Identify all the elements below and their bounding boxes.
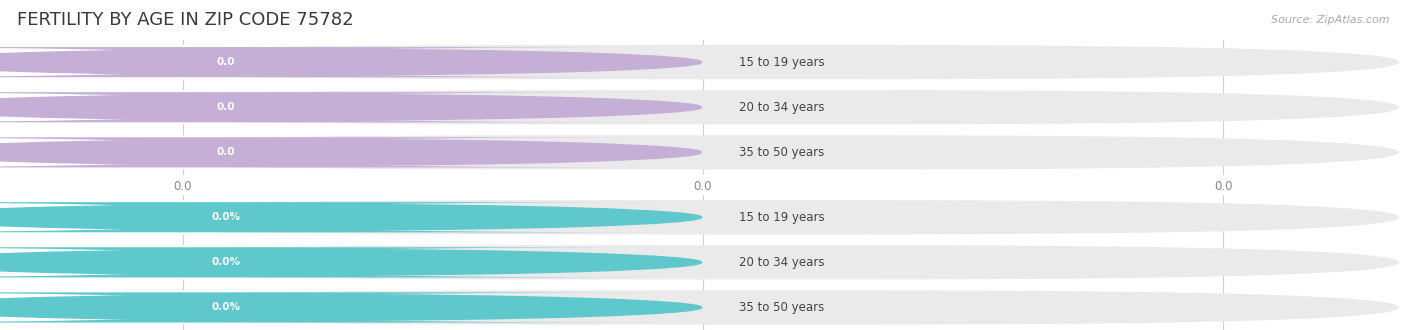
Text: 20 to 34 years: 20 to 34 years [740, 101, 824, 114]
FancyBboxPatch shape [7, 135, 1399, 170]
FancyBboxPatch shape [7, 45, 1399, 79]
FancyBboxPatch shape [0, 292, 657, 322]
FancyBboxPatch shape [0, 200, 541, 234]
Text: 20 to 34 years: 20 to 34 years [740, 256, 824, 269]
Text: 0.0: 0.0 [217, 102, 235, 112]
Circle shape [0, 49, 702, 75]
Text: 0.0: 0.0 [217, 57, 235, 67]
Circle shape [0, 204, 702, 230]
FancyBboxPatch shape [7, 245, 1399, 280]
Circle shape [0, 140, 702, 165]
FancyBboxPatch shape [7, 290, 1399, 325]
Text: 35 to 50 years: 35 to 50 years [740, 146, 824, 159]
FancyBboxPatch shape [0, 47, 657, 77]
FancyBboxPatch shape [7, 90, 1399, 124]
FancyBboxPatch shape [0, 90, 541, 124]
Text: 35 to 50 years: 35 to 50 years [740, 301, 824, 314]
FancyBboxPatch shape [7, 200, 1399, 234]
Text: Source: ZipAtlas.com: Source: ZipAtlas.com [1271, 15, 1389, 25]
FancyBboxPatch shape [0, 135, 541, 170]
Text: 15 to 19 years: 15 to 19 years [740, 56, 824, 69]
Text: 0.0%: 0.0% [211, 303, 240, 313]
FancyBboxPatch shape [0, 202, 657, 232]
FancyBboxPatch shape [0, 137, 657, 167]
FancyBboxPatch shape [0, 45, 541, 79]
FancyBboxPatch shape [0, 247, 657, 278]
FancyBboxPatch shape [0, 92, 657, 122]
Circle shape [0, 94, 702, 120]
Text: FERTILITY BY AGE IN ZIP CODE 75782: FERTILITY BY AGE IN ZIP CODE 75782 [17, 11, 353, 29]
Text: 15 to 19 years: 15 to 19 years [740, 211, 824, 224]
Circle shape [0, 295, 702, 320]
FancyBboxPatch shape [0, 290, 541, 325]
Text: 0.0: 0.0 [217, 148, 235, 157]
Text: 0.0%: 0.0% [211, 257, 240, 267]
Circle shape [0, 249, 702, 275]
Text: 0.0%: 0.0% [211, 212, 240, 222]
FancyBboxPatch shape [0, 245, 541, 280]
